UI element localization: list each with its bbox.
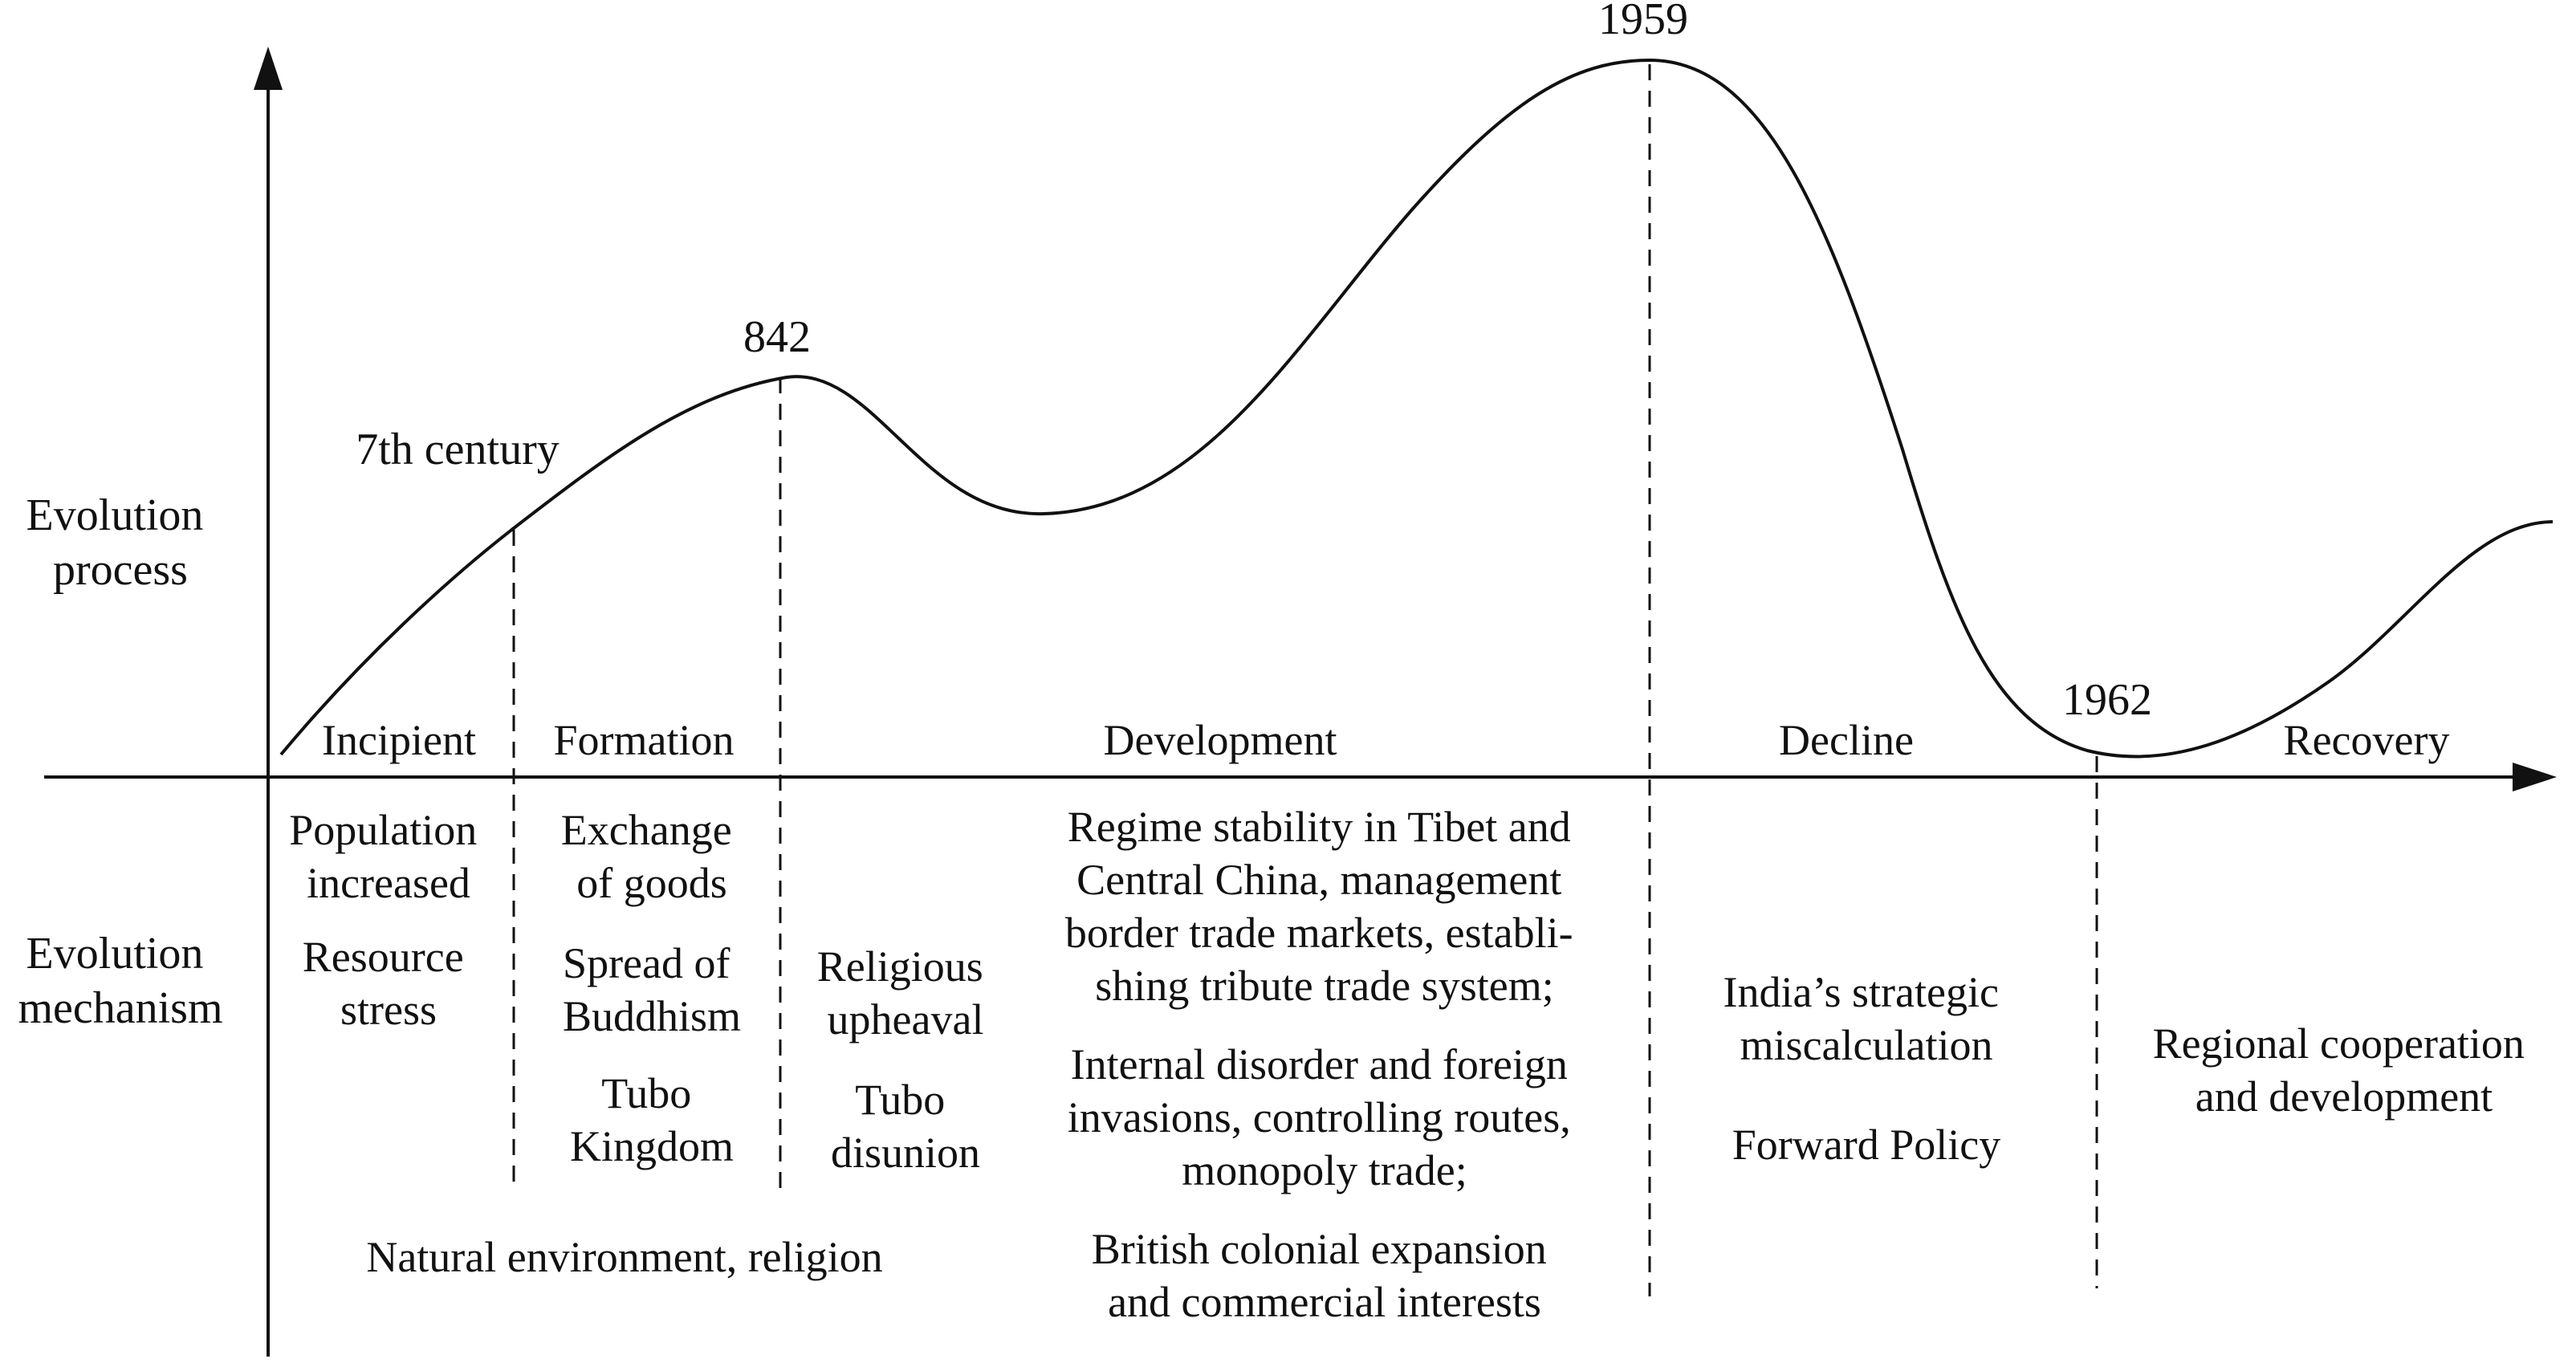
horizontal-axis-arrowhead bbox=[2513, 763, 2557, 791]
year-1959: 1959 bbox=[1598, 0, 1688, 44]
mechanism-internal-disorder: Internal disorder and foreign invasions,… bbox=[1068, 1040, 1581, 1194]
vertical-axis-arrowhead bbox=[254, 47, 283, 90]
mechanism-spread-of-buddhism: Spread of Buddhism bbox=[563, 939, 741, 1040]
mechanism-population-increased: Population increased bbox=[289, 806, 488, 907]
stage-development: Development bbox=[1104, 716, 1337, 764]
stage-formation: Formation bbox=[554, 716, 735, 764]
year-1962: 1962 bbox=[2062, 675, 2152, 725]
mechanism-forward-policy: Forward Policy bbox=[1732, 1121, 2000, 1169]
evolution-mechanism-label: Evolution mechanism bbox=[18, 929, 222, 1033]
mechanism-exchange-of-goods: Exchange of goods bbox=[561, 806, 743, 907]
year-7th-century: 7th century bbox=[356, 425, 559, 474]
mechanism-resource-stress: Resource stress bbox=[303, 933, 474, 1034]
mechanism-british-colonial-expansion: British colonial expansion and commercia… bbox=[1092, 1225, 1557, 1326]
year-842: 842 bbox=[743, 312, 811, 362]
mechanism-tubo-disunion: Tubo disunion bbox=[831, 1076, 980, 1177]
mechanism-natural-environment-religion: Natural environment, religion bbox=[366, 1233, 882, 1281]
evolution-process-label: Evolution process bbox=[26, 490, 215, 595]
stage-recovery: Recovery bbox=[2284, 716, 2450, 764]
mechanism-tubo-kingdom: Tubo Kingdom bbox=[570, 1069, 734, 1170]
mechanism-regime-stability: Regime stability in Tibet and Central Ch… bbox=[1065, 803, 1584, 1010]
stage-decline: Decline bbox=[1779, 716, 1914, 764]
mechanism-religious-upheaval: Religious upheaval bbox=[817, 942, 995, 1044]
stage-incipient: Incipient bbox=[322, 716, 476, 764]
evolution-curve bbox=[279, 58, 2554, 759]
mechanism-india-strategic-miscalculation: India’s strategic miscalculation bbox=[1723, 968, 2010, 1069]
mechanism-regional-cooperation: Regional cooperation and development bbox=[2153, 1019, 2536, 1121]
